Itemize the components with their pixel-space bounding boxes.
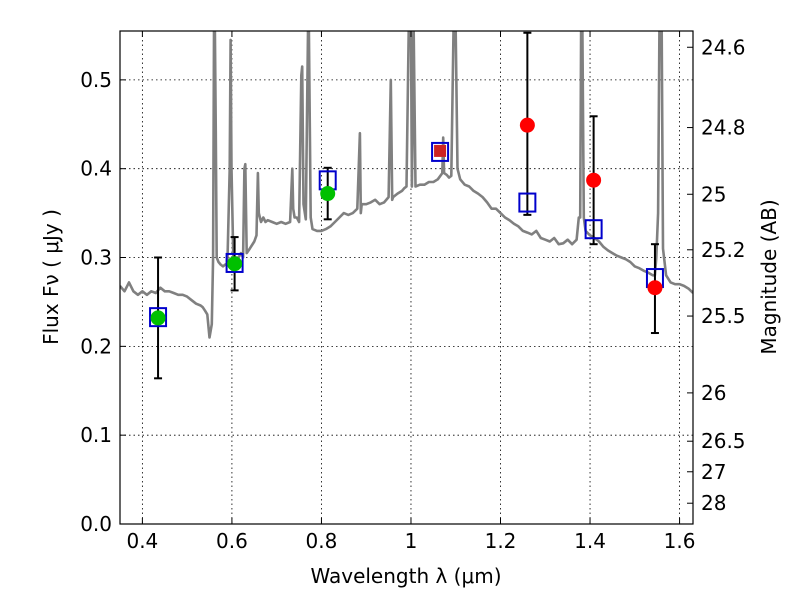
x-tick-label: 1.2 bbox=[485, 529, 517, 553]
right-axis-label: Magnitude (AB) bbox=[757, 199, 781, 354]
y-axis-label: Flux Fν ( μJy ) bbox=[39, 209, 63, 345]
model-band-point bbox=[225, 252, 244, 273]
observed-point bbox=[150, 310, 166, 326]
observed-point bbox=[519, 117, 535, 133]
right-tick-label: 26 bbox=[701, 381, 726, 405]
y-tick-label: 0.0 bbox=[80, 512, 112, 536]
right-tick-labels: 24.6 24.8 25 25.2 25.5 26 26.5 27 28 bbox=[701, 35, 746, 515]
right-tick-label: 26.5 bbox=[701, 429, 746, 453]
right-tick-label: 25 bbox=[701, 182, 726, 206]
axis-ticks bbox=[120, 31, 693, 525]
model-band-fill bbox=[434, 144, 447, 157]
model-band-point bbox=[431, 141, 450, 162]
observed-point bbox=[320, 186, 336, 202]
right-tick-label: 25.5 bbox=[701, 304, 746, 328]
plot-frame bbox=[119, 30, 694, 525]
plot-area bbox=[120, 31, 693, 380]
model-band-point bbox=[149, 307, 168, 328]
y-tick-label: 0.5 bbox=[80, 68, 112, 92]
y-tick-label: 0.3 bbox=[80, 246, 112, 270]
model-band-point bbox=[584, 219, 603, 240]
right-tick-label: 28 bbox=[701, 491, 726, 515]
x-tick-label: 0.6 bbox=[216, 529, 248, 553]
model-spectrum-line bbox=[120, 31, 693, 339]
right-tick-label: 27 bbox=[701, 460, 726, 484]
plot-content bbox=[120, 31, 693, 380]
model-band-point bbox=[518, 192, 537, 213]
x-tick-labels: 0.4 0.6 0.8 1 1.2 1.4 1.6 bbox=[126, 529, 695, 553]
x-tick-label: 1.4 bbox=[574, 529, 606, 553]
right-tick-label: 25.2 bbox=[701, 238, 746, 262]
y-tick-labels: 0.0 0.1 0.2 0.3 0.4 0.5 bbox=[80, 68, 112, 536]
observed-point bbox=[647, 280, 663, 296]
x-tick-label: 0.8 bbox=[306, 529, 338, 553]
y-tick-label: 0.1 bbox=[80, 423, 112, 447]
observed-point bbox=[227, 256, 243, 272]
x-tick-label: 0.4 bbox=[126, 529, 158, 553]
x-tick-label: 1 bbox=[405, 529, 418, 553]
y-tick-label: 0.2 bbox=[80, 334, 112, 358]
right-tick-label: 24.8 bbox=[701, 116, 746, 140]
y-tick-label: 0.4 bbox=[80, 157, 112, 181]
x-tick-label: 1.6 bbox=[664, 529, 696, 553]
right-tick-label: 24.6 bbox=[701, 35, 746, 59]
observed-point bbox=[586, 172, 602, 188]
x-axis-label: Wavelength λ (μm) bbox=[310, 564, 501, 588]
